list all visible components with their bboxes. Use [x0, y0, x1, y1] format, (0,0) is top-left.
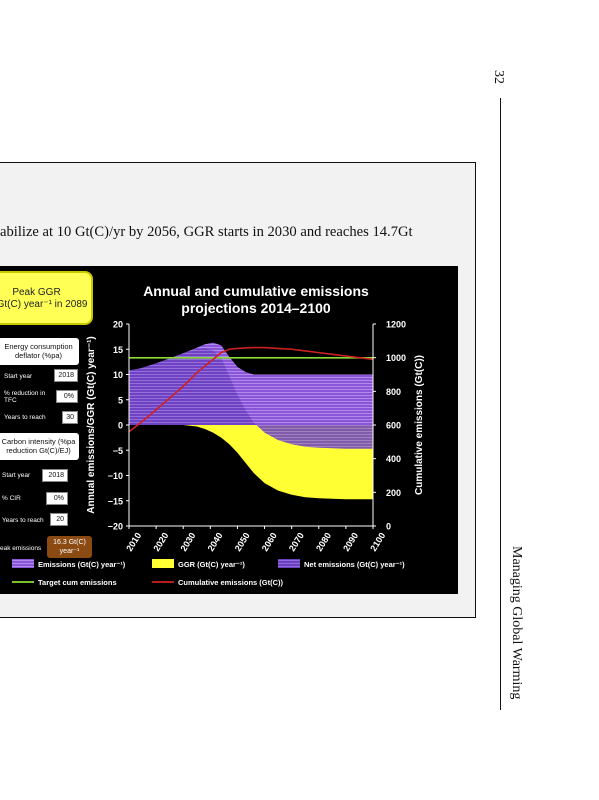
x-tick-label: 2090	[341, 531, 360, 553]
y-tick-label: 10	[113, 370, 123, 380]
carbon-intensity-box: Carbon intensity (%pa reduction Gt(C)/EJ…	[0, 433, 79, 460]
y-tick-label: 0	[118, 421, 123, 431]
x-tick-label: 2040	[206, 531, 225, 553]
legend-label-emissions: Emissions (Gt(C) year⁻¹)	[38, 560, 126, 569]
carbon-cir-label: % CIR	[2, 495, 21, 502]
carbon-start-year-input[interactable]: 2018	[42, 469, 68, 482]
margin-rule	[500, 98, 501, 710]
y2-tick-label: 800	[386, 387, 401, 397]
carbon-years-input[interactable]: 20	[50, 513, 68, 526]
peak-emissions-value: 16.3 Gt(C) year⁻¹	[47, 536, 92, 558]
energy-reduction-input[interactable]: 0%	[56, 390, 78, 403]
y-axis-label: Annual emissions/GGR (Gt(C) year⁻¹)	[86, 336, 97, 514]
x-tick-label: 2010	[124, 531, 143, 553]
running-title: Managing Global Warming	[509, 546, 524, 700]
y-tick-label: −10	[108, 471, 123, 481]
cumulative-line	[128, 346, 374, 433]
legend-label-ggr: GGR (Gt(C) year⁻¹)	[178, 560, 245, 569]
energy-reduction-label: % reduction in TFC	[4, 390, 46, 404]
peak-emissions-label: eak emissions	[0, 545, 42, 552]
carbon-cir-input[interactable]: 0%	[46, 492, 68, 505]
x-tick-label: 2050	[233, 531, 252, 553]
x-tick-label: 2030	[178, 531, 197, 553]
x-tick-label: 2100	[368, 531, 387, 553]
peak-ggr-value: .7 Gt(C) year⁻¹ in 2089	[0, 299, 88, 310]
y2-tick-label: 0	[386, 522, 391, 532]
y-tick-label: 15	[113, 345, 123, 355]
x-tick-label: 2070	[287, 531, 306, 553]
energy-years-input[interactable]: 30	[62, 411, 78, 424]
y-tick-label: −5	[113, 446, 123, 456]
page-number: 32	[491, 70, 506, 84]
energy-years-label: Years to reach	[4, 414, 46, 421]
emissions-chart: Annual and cumulative emissions projecti…	[12, 283, 425, 587]
y-tick-label: 20	[113, 320, 123, 330]
carbon-years-label: Years to reach	[2, 517, 44, 524]
x-tick-label: 2060	[260, 531, 279, 553]
y-tick-label: 5	[118, 395, 123, 405]
y-tick-label: −20	[108, 522, 123, 532]
chart-title-line2: projections 2014–2100	[181, 300, 331, 316]
legend-label-cumulative: Cumulative emissions (Gt(C))	[178, 578, 284, 587]
legend-swatch-emissions	[12, 559, 34, 568]
energy-start-year-input[interactable]: 2018	[54, 369, 78, 382]
carbon-start-year-label: Start year	[2, 472, 31, 479]
legend-swatch-ggr	[152, 559, 174, 568]
legend-swatch-net	[278, 559, 300, 568]
x-tick-label: 2080	[314, 531, 333, 553]
energy-deflator-box: Energy consumption deflator (%pa)	[0, 338, 79, 365]
y2-tick-label: 1000	[386, 353, 406, 363]
y2-tick-label: 1200	[386, 320, 406, 330]
peak-ggr-title: Peak GGR	[12, 287, 61, 298]
legend-label-net: Net emissions (Gt(C) year⁻¹)	[304, 560, 405, 569]
y2-tick-label: 600	[386, 421, 401, 431]
net-emissions-area	[129, 348, 373, 449]
figure-caption: abilize at 10 Gt(C)/yr by 2056, GGR star…	[0, 224, 413, 240]
x-tick-label: 2020	[151, 531, 170, 553]
chart-title-line1: Annual and cumulative emissions	[143, 283, 369, 299]
energy-start-year-label: Start year	[4, 373, 33, 380]
y2-tick-label: 400	[386, 454, 401, 464]
y-tick-label: −15	[108, 496, 123, 506]
legend-label-target: Target cum emissions	[38, 578, 117, 587]
y2-axis-label: Cumulative emissions (Gt(C))	[414, 355, 425, 495]
peak-ggr-box: Peak GGR .7 Gt(C) year⁻¹ in 2089	[0, 271, 93, 325]
y2-tick-label: 200	[386, 488, 401, 498]
